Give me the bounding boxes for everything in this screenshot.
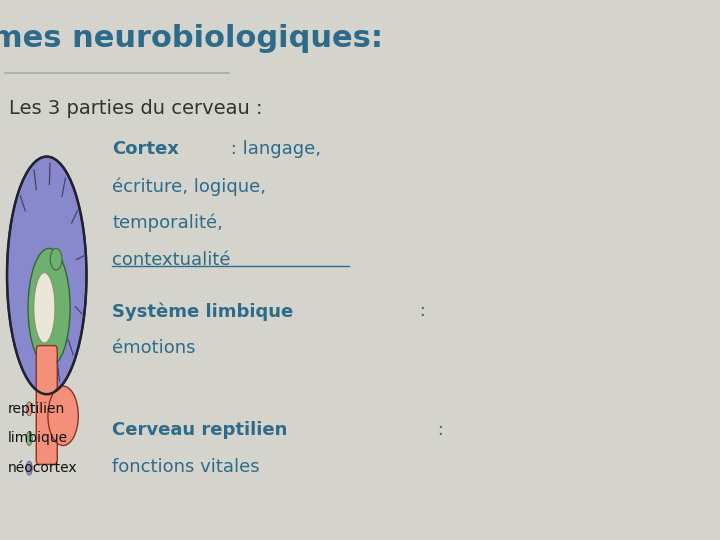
Ellipse shape xyxy=(48,386,78,445)
Ellipse shape xyxy=(28,248,70,367)
Text: Les 3 parties du cerveau :: Les 3 parties du cerveau : xyxy=(9,98,263,118)
Text: :: : xyxy=(433,421,444,439)
Circle shape xyxy=(26,431,32,446)
Text: Cerveau reptilien: Cerveau reptilien xyxy=(112,421,287,439)
Text: Mécanismes neurobiologiques:: Mécanismes neurobiologiques: xyxy=(0,23,383,53)
Ellipse shape xyxy=(30,256,60,348)
Text: reptilien: reptilien xyxy=(8,402,66,416)
Text: néocortex: néocortex xyxy=(8,461,78,475)
Ellipse shape xyxy=(34,273,55,343)
Text: :: : xyxy=(413,302,426,320)
Text: écriture, logique,: écriture, logique, xyxy=(112,177,266,195)
Circle shape xyxy=(26,461,32,475)
Circle shape xyxy=(26,402,32,416)
Text: émotions: émotions xyxy=(112,339,196,357)
FancyBboxPatch shape xyxy=(36,346,58,464)
Text: contextualité: contextualité xyxy=(112,251,230,268)
Text: Cortex: Cortex xyxy=(112,140,179,158)
Text: Système limbique: Système limbique xyxy=(112,302,294,321)
Ellipse shape xyxy=(50,248,62,270)
Text: : langage,: : langage, xyxy=(225,140,321,158)
Ellipse shape xyxy=(7,157,86,394)
Text: temporalité,: temporalité, xyxy=(112,214,223,232)
Text: fonctions vitales: fonctions vitales xyxy=(112,458,260,476)
Text: limbique: limbique xyxy=(8,431,68,446)
